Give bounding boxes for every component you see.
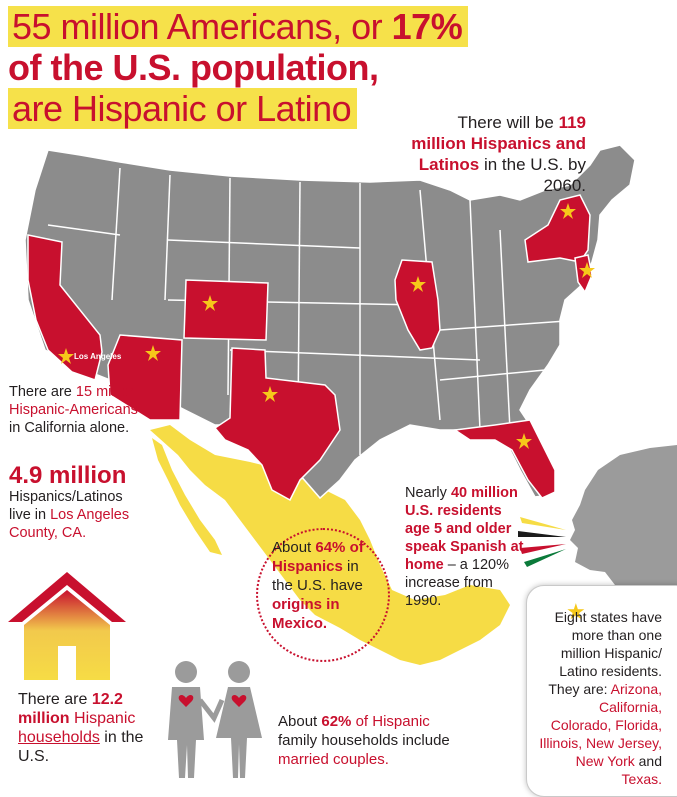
baja-california-shape (152, 438, 222, 555)
eight-states-text: Eight states have more than one million … (536, 608, 662, 788)
state-illinois (394, 259, 441, 351)
households-word: households (18, 729, 100, 746)
state-new-york (524, 194, 591, 263)
mexico-callout-circle (256, 528, 390, 662)
star-icon (145, 345, 161, 361)
house-icon (8, 572, 126, 680)
star-icon (202, 295, 218, 311)
spanish-number: 40 million U.S. residents age 5 and olde… (405, 485, 524, 573)
spanish-text: Nearly 40 million U.S. residents age 5 a… (405, 484, 525, 610)
star-icon (579, 262, 595, 278)
star-icon (410, 276, 426, 292)
la-county: Los Angeles County, CA. (9, 507, 130, 541)
households-number: 12.2 million (18, 691, 123, 727)
mexico-origins: origins in Mexico. (272, 596, 340, 632)
married-text-c: of Hispanic (351, 713, 430, 730)
la-text: Hispanics/Latinos live in Los Angeles Co… (9, 488, 139, 542)
households-text-c: Hispanic (69, 710, 136, 727)
speech-lines-icon (518, 517, 566, 567)
state-borders (47, 167, 581, 455)
title-line3: are Hispanic or Latino (8, 88, 358, 129)
state-colorado (183, 279, 269, 341)
mexico-text: About 64% of Hispanics in the U.S. have … (272, 538, 372, 633)
california-number: 15 million Hispanic-Americans (9, 384, 138, 418)
heart-icon (231, 694, 247, 707)
page-title: 55 million Americans, or 17% of the U.S.… (8, 6, 469, 129)
state-stars (58, 203, 595, 449)
projection-text-c: in the U.S. by 2060. (479, 155, 586, 195)
heart-icon (178, 694, 194, 707)
star-icon (560, 203, 576, 219)
households-text: There are 12.2 million Hispanic househol… (18, 690, 168, 766)
eight-states-last: Texas. (621, 771, 662, 787)
state-texas (213, 347, 341, 502)
california-text: There are 15 million Hispanic-Americans … (9, 383, 139, 437)
projection-number: 119 million Hispanics and Latinos (411, 113, 586, 174)
eight-states-box (526, 585, 677, 797)
title-line2: of the U.S. population, (8, 47, 379, 88)
projection-text: There will be 119 million Hispanics and … (410, 112, 586, 196)
households-text-e: in the U.S. (18, 729, 144, 765)
california-text-c: in California alone. (9, 420, 130, 436)
eight-states-list: Arizona, California, Colorado, Florida, … (539, 681, 662, 769)
la-text-a: Hispanics/Latinos live in (9, 489, 123, 523)
state-arizona (107, 334, 183, 421)
title-line1: 55 million Americans, or (12, 6, 392, 47)
projection-text-a: There will be (457, 113, 559, 132)
mexico-text-a: About (272, 539, 316, 556)
star-icon (262, 386, 278, 402)
couple-icon (168, 661, 262, 778)
married-text: About 62% of Hispanic family households … (278, 712, 468, 769)
california-text-a: There are (9, 384, 76, 400)
head-silhouette-icon (570, 445, 677, 615)
married-text-a: About (278, 713, 322, 730)
star-icon (516, 433, 532, 449)
married-couples: married couples. (278, 751, 389, 768)
eight-states-and: and (634, 753, 662, 769)
title-percent: 17% (391, 6, 463, 47)
households-text-a: There are (18, 691, 92, 708)
star-icon (58, 348, 74, 364)
los-angeles-label: Los Angeles (74, 352, 122, 361)
mexico-percent: 64% of Hispanics (272, 539, 364, 575)
married-percent: 62% (321, 713, 352, 730)
mexico-text-c: in the U.S. have (272, 558, 363, 594)
state-california (27, 234, 103, 381)
eight-states-text-a: Eight states have more than one million … (548, 609, 662, 697)
us-mexico-map (8, 144, 677, 778)
married-text-d: family households include (278, 732, 450, 749)
spanish-text-c: – a 120% increase from 1990. (405, 557, 509, 609)
la-number: 4.9 million (9, 462, 127, 489)
spanish-text-a: Nearly (405, 485, 451, 501)
eight-states-star-icon: ★ (566, 599, 586, 624)
